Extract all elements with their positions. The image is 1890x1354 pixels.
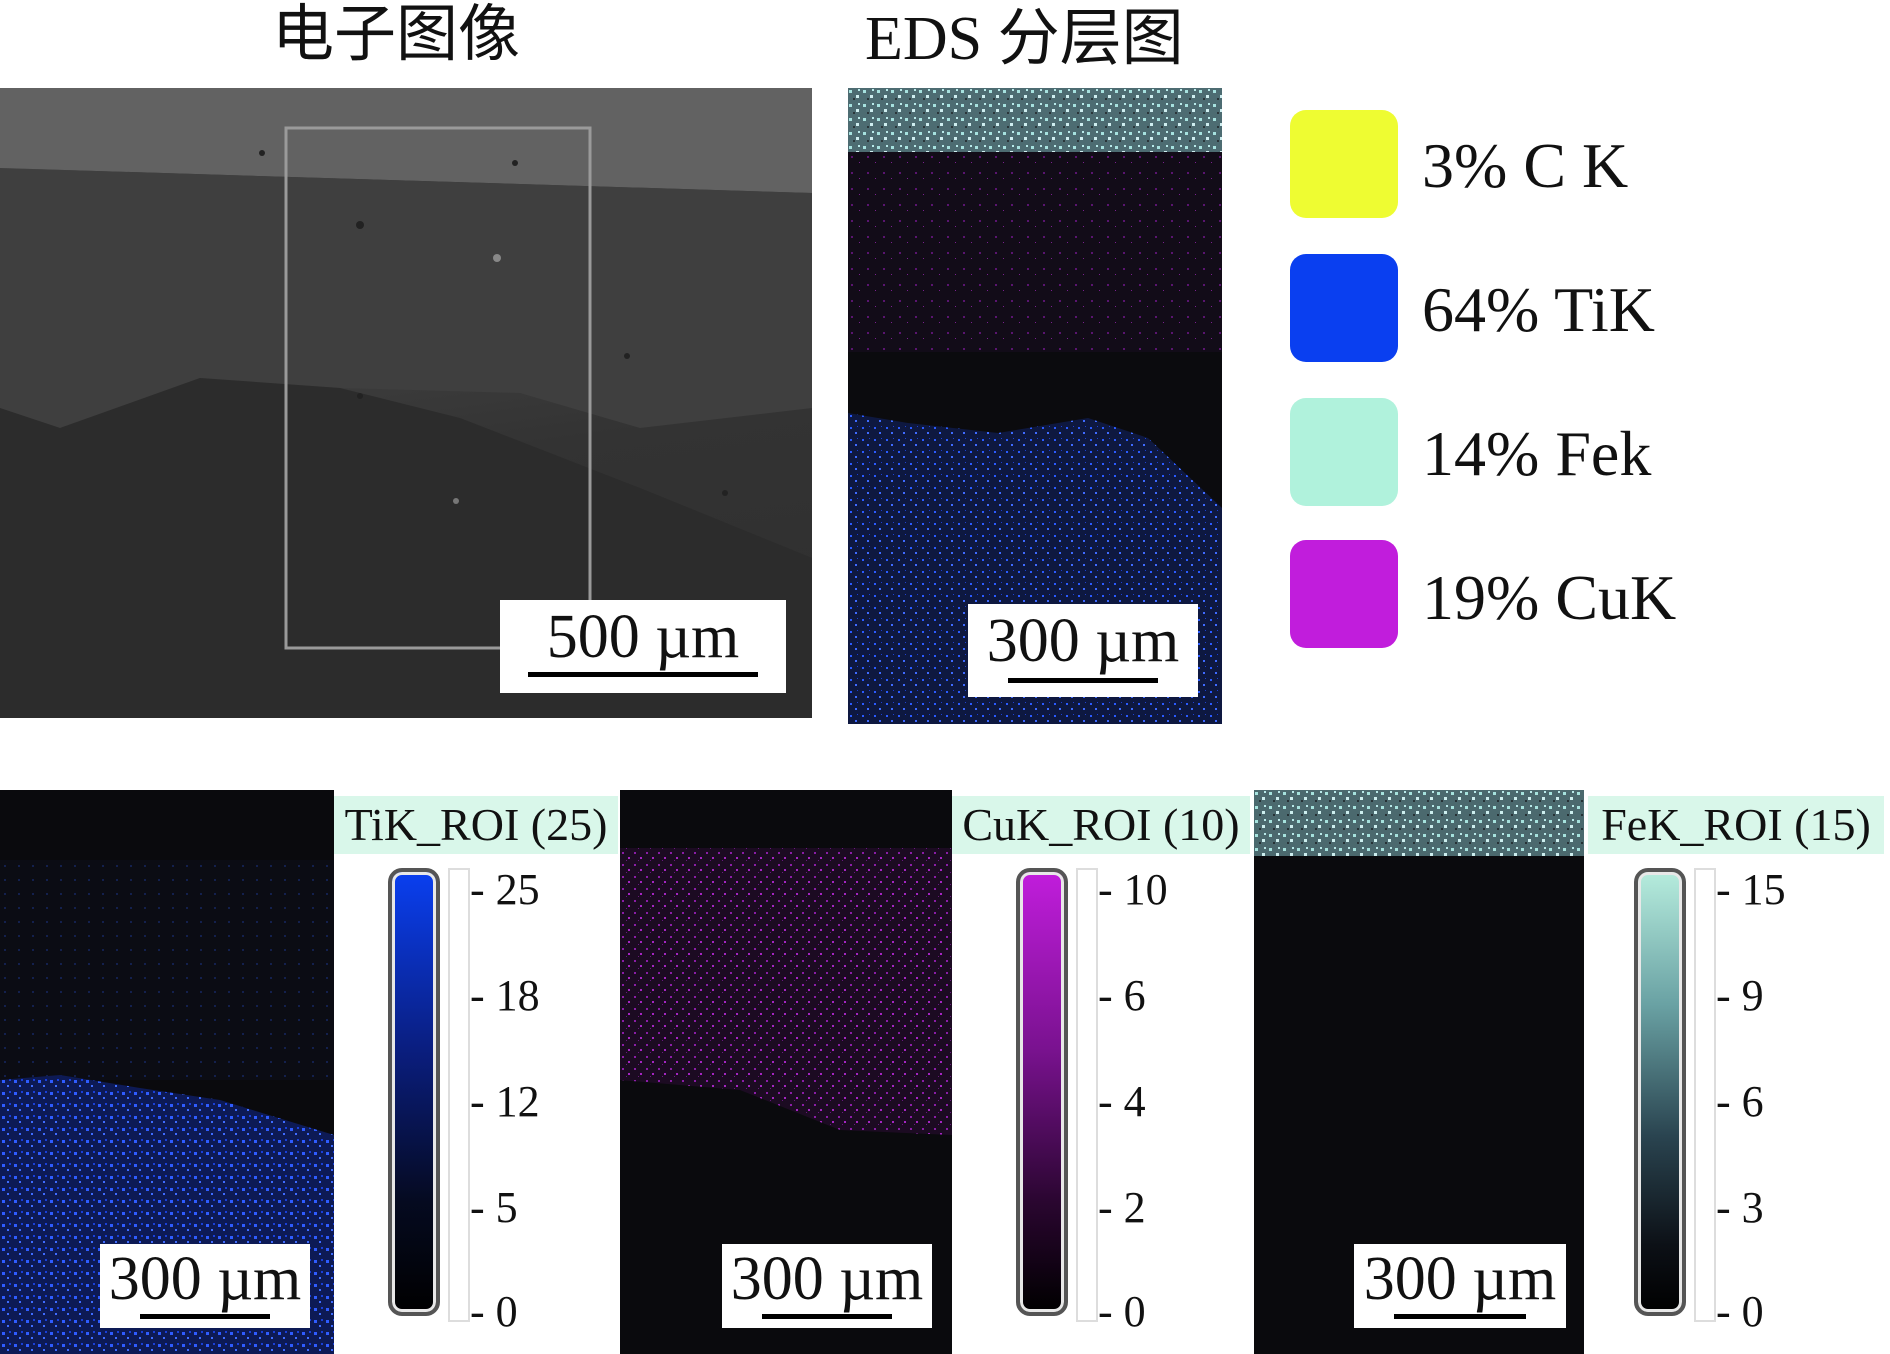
legend-label-fe: 14% Fek xyxy=(1422,418,1652,489)
eds-scale-bar: 300 µm xyxy=(968,604,1198,697)
legend-swatch-ti xyxy=(1290,254,1398,362)
cu-scale-bar: 300 µm xyxy=(722,1244,932,1328)
fe-tick-9: - 9 xyxy=(1716,971,1764,1020)
legend-swatch-fe xyxy=(1290,398,1398,506)
ti-scale-bar: 300 µm xyxy=(100,1244,310,1328)
fe-roi-label: FeK_ROI (15) xyxy=(1588,796,1884,854)
fe-tick-3: - 3 xyxy=(1716,1183,1764,1232)
sem-scale-line xyxy=(528,672,758,677)
cu-colorbar xyxy=(1016,868,1068,1316)
fe-tick-6: - 6 xyxy=(1716,1077,1764,1126)
ti-tick-12: - 12 xyxy=(470,1077,540,1126)
cu-scale-line xyxy=(762,1314,892,1319)
fe-scale-line xyxy=(1394,1314,1526,1319)
fe-scale-label: 300 µm xyxy=(1363,1245,1557,1313)
cu-tick-0: - 0 xyxy=(1098,1287,1146,1336)
cu-tick-4: - 4 xyxy=(1098,1077,1146,1126)
fe-tick-0: - 0 xyxy=(1716,1287,1764,1336)
electron-image-title: 电子图像 xyxy=(272,1,521,69)
ti-colorbar xyxy=(388,868,440,1316)
ti-tick-0: - 0 xyxy=(470,1287,518,1336)
eds-scale-line xyxy=(1008,678,1158,683)
fe-scale-bar: 300 µm xyxy=(1354,1244,1566,1328)
sem-electron-image xyxy=(0,88,812,718)
cu-tick-2: - 2 xyxy=(1098,1183,1146,1232)
legend-label-ti: 64% TiK xyxy=(1422,274,1655,345)
ti-tick-18: - 18 xyxy=(470,971,540,1020)
ti-scale-line xyxy=(140,1314,270,1319)
eds-scale-label: 300 µm xyxy=(986,607,1180,675)
cu-map-image xyxy=(620,790,952,1354)
ti-tick-25: - 25 xyxy=(470,865,540,914)
ti-scale-label: 300 µm xyxy=(108,1245,302,1313)
sem-scale-label: 500 µm xyxy=(546,603,740,671)
legend-swatch-cu xyxy=(1290,540,1398,648)
cu-tick-6: - 6 xyxy=(1098,971,1146,1020)
fe-colorbar xyxy=(1634,868,1686,1316)
ti-roi-label: TiK_ROI (25) xyxy=(334,796,618,854)
ti-colorbar-ruler xyxy=(448,868,470,1322)
selection-rectangle xyxy=(284,126,592,650)
cu-texture xyxy=(620,848,952,1135)
cu-scale-label: 300 µm xyxy=(730,1245,924,1313)
fe-tick-15: - 15 xyxy=(1716,865,1786,914)
ti-tick-5: - 5 xyxy=(470,1183,518,1232)
sem-texture xyxy=(0,88,812,718)
eds-layered-title: EDS 分层图 xyxy=(865,5,1184,73)
cu-roi-label: CuK_ROI (10) xyxy=(952,796,1250,854)
fe-texture xyxy=(1254,790,1584,856)
sem-scale-bar: 500 µm xyxy=(500,600,786,693)
fe-colorbar-ruler xyxy=(1694,868,1716,1322)
cu-tick-10: - 10 xyxy=(1098,865,1168,914)
legend-label-cu: 19% CuK xyxy=(1422,562,1677,633)
legend-swatch-c xyxy=(1290,110,1398,218)
cu-colorbar-ruler xyxy=(1076,868,1098,1322)
legend-label-c: 3% C K xyxy=(1422,130,1629,201)
